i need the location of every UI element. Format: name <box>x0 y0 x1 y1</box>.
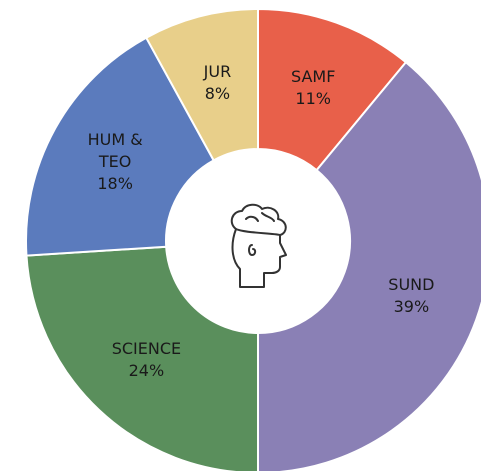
slice <box>25 36 216 257</box>
slice <box>144 7 259 162</box>
slice-label: SAMF <box>291 66 336 86</box>
value-label: 39% <box>393 297 430 317</box>
slice-label: SUND <box>388 275 435 295</box>
slice-label: HUM & TEO <box>87 130 143 172</box>
slice <box>25 245 259 471</box>
slice <box>257 60 481 471</box>
value-label: 18% <box>97 174 133 194</box>
brain-icon <box>230 203 287 288</box>
slice-label: SCIENCE <box>111 338 182 358</box>
slice-label: JUR <box>203 62 232 82</box>
slice <box>257 7 408 172</box>
value-label: 8% <box>204 84 231 104</box>
value-label: 24% <box>128 360 165 380</box>
value-label: 11% <box>295 88 331 108</box>
